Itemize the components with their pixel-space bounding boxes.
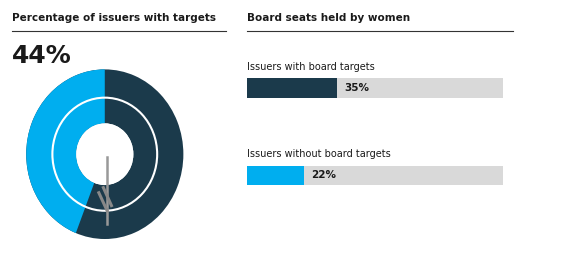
- Text: 22%: 22%: [311, 170, 337, 180]
- Bar: [247, 78, 503, 98]
- Bar: [247, 166, 503, 185]
- Text: Board seats held by women: Board seats held by women: [247, 13, 411, 23]
- Wedge shape: [26, 69, 183, 239]
- Text: Issuers without board targets: Issuers without board targets: [247, 149, 391, 159]
- Circle shape: [76, 123, 133, 185]
- Text: 35%: 35%: [345, 83, 370, 93]
- Text: Issuers with board targets: Issuers with board targets: [247, 62, 375, 72]
- Text: Percentage of issuers with targets: Percentage of issuers with targets: [12, 13, 216, 23]
- Bar: [247, 166, 304, 185]
- Wedge shape: [26, 69, 105, 233]
- Bar: [247, 78, 337, 98]
- Text: 44%: 44%: [12, 44, 71, 68]
